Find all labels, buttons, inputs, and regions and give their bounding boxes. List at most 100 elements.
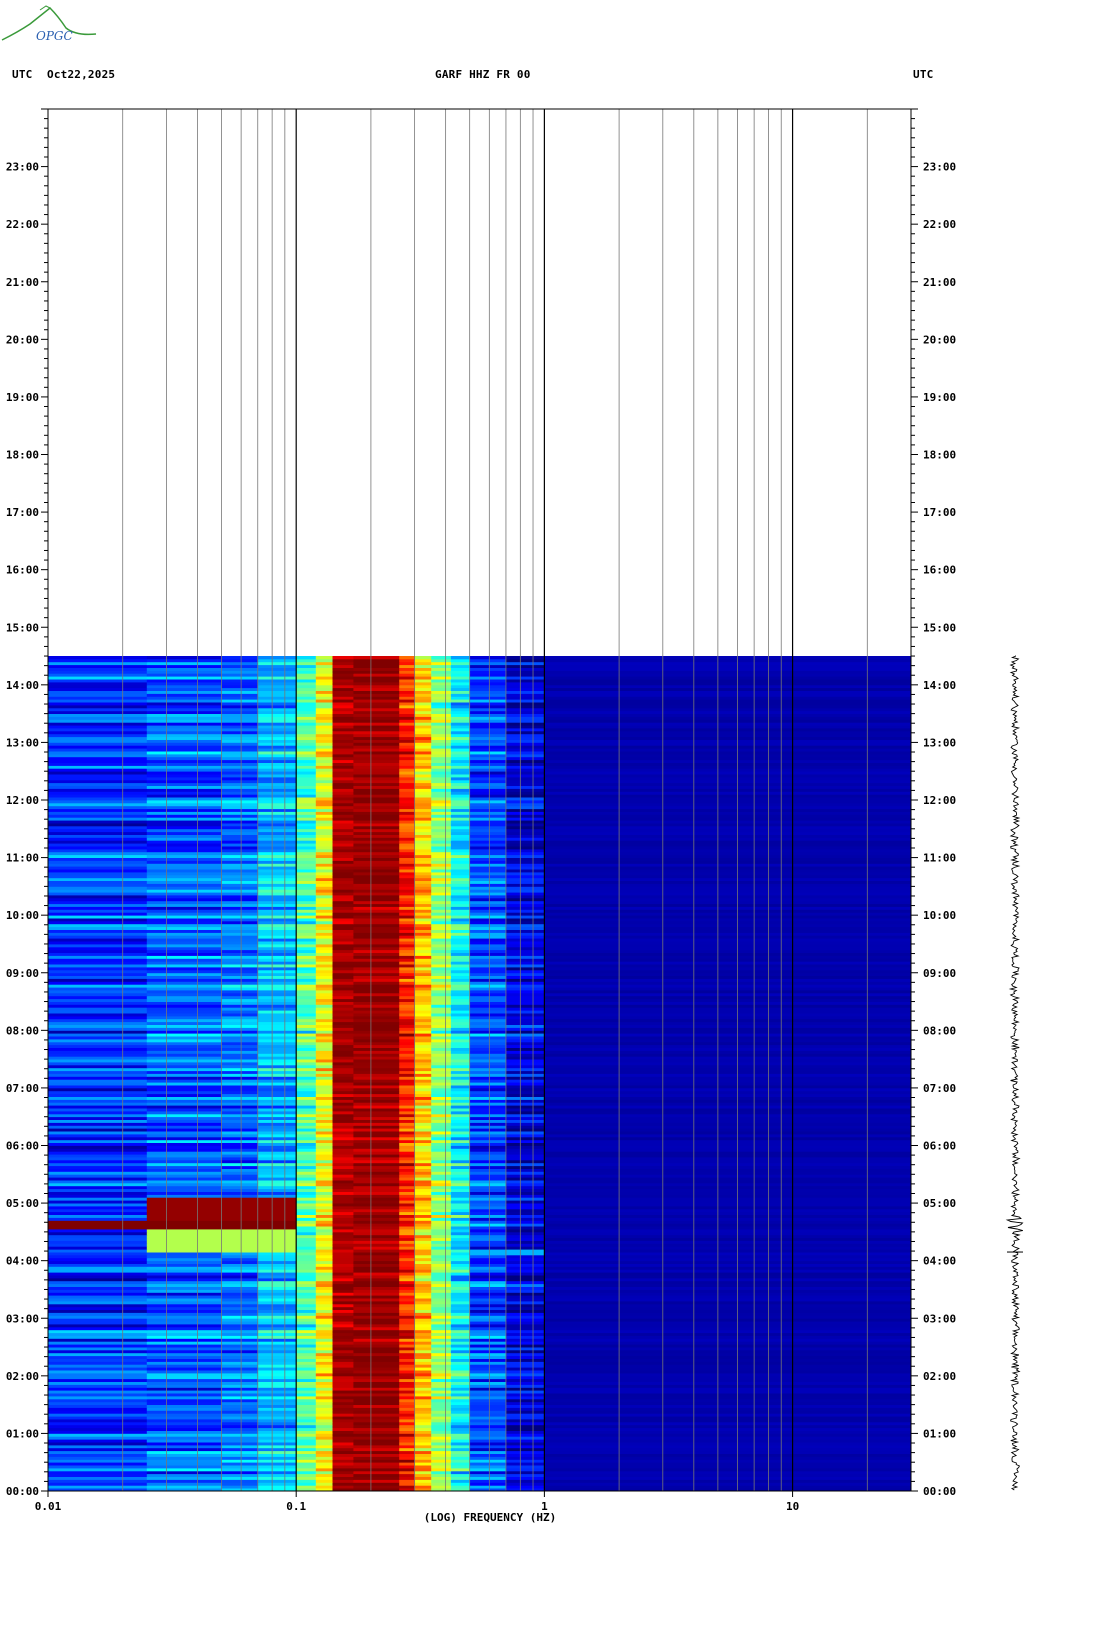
heatmap-cell (315, 728, 333, 732)
heatmap-cell (257, 1243, 297, 1247)
heatmap-cell (146, 1373, 222, 1377)
heatmap-cell (469, 1111, 507, 1115)
heatmap-cell (431, 1206, 452, 1210)
heatmap-cell (414, 952, 432, 956)
heatmap-cell (431, 1211, 452, 1215)
heatmap-cell (414, 912, 432, 916)
heatmap-cell (48, 791, 148, 795)
heatmap-cell (332, 1329, 354, 1334)
heatmap-cell (221, 840, 259, 844)
heatmap-cell (146, 679, 222, 683)
heatmap-cell (431, 716, 452, 720)
heatmap-cell (431, 823, 452, 827)
heatmap-cell (257, 1159, 297, 1164)
heatmap-cell (315, 725, 333, 729)
heatmap-cell (505, 880, 545, 884)
heatmap-cell (469, 1341, 507, 1345)
heatmap-cell (296, 1373, 317, 1377)
heatmap-cell (332, 1102, 354, 1106)
heatmap-cell (296, 892, 317, 896)
heatmap-cell (146, 900, 222, 905)
heatmap-cell (146, 1024, 222, 1028)
heatmap-cell (505, 771, 545, 775)
heatmap-cell (399, 1007, 416, 1011)
heatmap-cell (257, 1364, 297, 1368)
heatmap-cell (450, 1076, 471, 1080)
heatmap-cell (353, 1303, 400, 1308)
heatmap-cell (315, 1010, 333, 1014)
heatmap-cell (414, 1119, 432, 1123)
heatmap-cell (414, 1257, 432, 1262)
heatmap-cell (353, 874, 400, 879)
heatmap-cell (399, 1177, 416, 1181)
heatmap-cell (505, 800, 545, 804)
heatmap-cell (450, 707, 471, 712)
heatmap-cell (414, 837, 432, 841)
heatmap-cell (146, 1419, 222, 1423)
heatmap-cell (399, 1361, 416, 1365)
heatmap-cell (221, 1266, 259, 1270)
heatmap-cell (399, 1349, 416, 1354)
heatmap-cell (332, 1373, 354, 1377)
heatmap-cell (414, 1410, 432, 1414)
heatmap-cell (469, 1220, 507, 1224)
heatmap-cell (221, 1220, 259, 1224)
heatmap-cell (414, 987, 432, 991)
heatmap-cell (221, 1082, 259, 1086)
heatmap-cell (544, 828, 912, 833)
heatmap-cell (450, 1387, 471, 1391)
heatmap-cell (315, 990, 333, 994)
heatmap-cell (450, 1269, 471, 1273)
heatmap-cell (450, 1223, 471, 1227)
heatmap-cell (414, 777, 432, 781)
heatmap-cell (469, 1122, 507, 1126)
heatmap-cell (257, 918, 297, 922)
heatmap-cell (257, 1010, 297, 1014)
heatmap-cell (399, 788, 416, 792)
heatmap-cell (221, 903, 259, 907)
heatmap-cell (332, 1015, 354, 1020)
heatmap-cell (353, 768, 400, 772)
heatmap-cell (399, 975, 416, 979)
heatmap-cell (414, 1018, 432, 1023)
heatmap-cell (399, 730, 416, 735)
heatmap-cell (315, 995, 333, 1000)
heatmap-cell (257, 866, 297, 870)
heatmap-cell (221, 1079, 259, 1083)
heatmap-cell (48, 1338, 148, 1342)
heatmap-cell (399, 1206, 416, 1210)
heatmap-cell (505, 1283, 545, 1287)
heatmap-cell (505, 1139, 545, 1143)
heatmap-cell (469, 1174, 507, 1178)
heatmap-cell (146, 874, 222, 879)
heatmap-cell (399, 938, 416, 942)
heatmap-cell (48, 661, 148, 666)
heatmap-cell (505, 834, 545, 838)
heatmap-cell (296, 1223, 317, 1227)
heatmap-cell (469, 967, 507, 971)
heatmap-cell (332, 1266, 354, 1270)
heatmap-cell (414, 684, 432, 689)
heatmap-cell (296, 1067, 317, 1072)
heatmap-cell (257, 748, 297, 752)
heatmap-cell (450, 1041, 471, 1046)
heatmap-cell (221, 897, 259, 902)
heatmap-cell (221, 1301, 259, 1305)
heatmap-cell (48, 1113, 148, 1118)
heatmap-cell (146, 771, 222, 775)
y-tick-label-right: 13:00 (923, 736, 956, 749)
heatmap-cell (450, 1099, 471, 1103)
heatmap-cell (431, 1465, 452, 1469)
heatmap-cell (505, 779, 545, 784)
heatmap-cell (399, 918, 416, 922)
heatmap-cell (257, 1116, 297, 1120)
heatmap-cell (332, 1335, 354, 1339)
heatmap-cell (332, 751, 354, 755)
heatmap-cell (296, 866, 317, 870)
heatmap-cell (431, 1093, 452, 1097)
heatmap-cell (296, 897, 317, 902)
heatmap-cell (353, 748, 400, 752)
heatmap-cell (296, 1185, 317, 1190)
heatmap-cell (257, 751, 297, 755)
heatmap-cell (257, 1036, 297, 1040)
